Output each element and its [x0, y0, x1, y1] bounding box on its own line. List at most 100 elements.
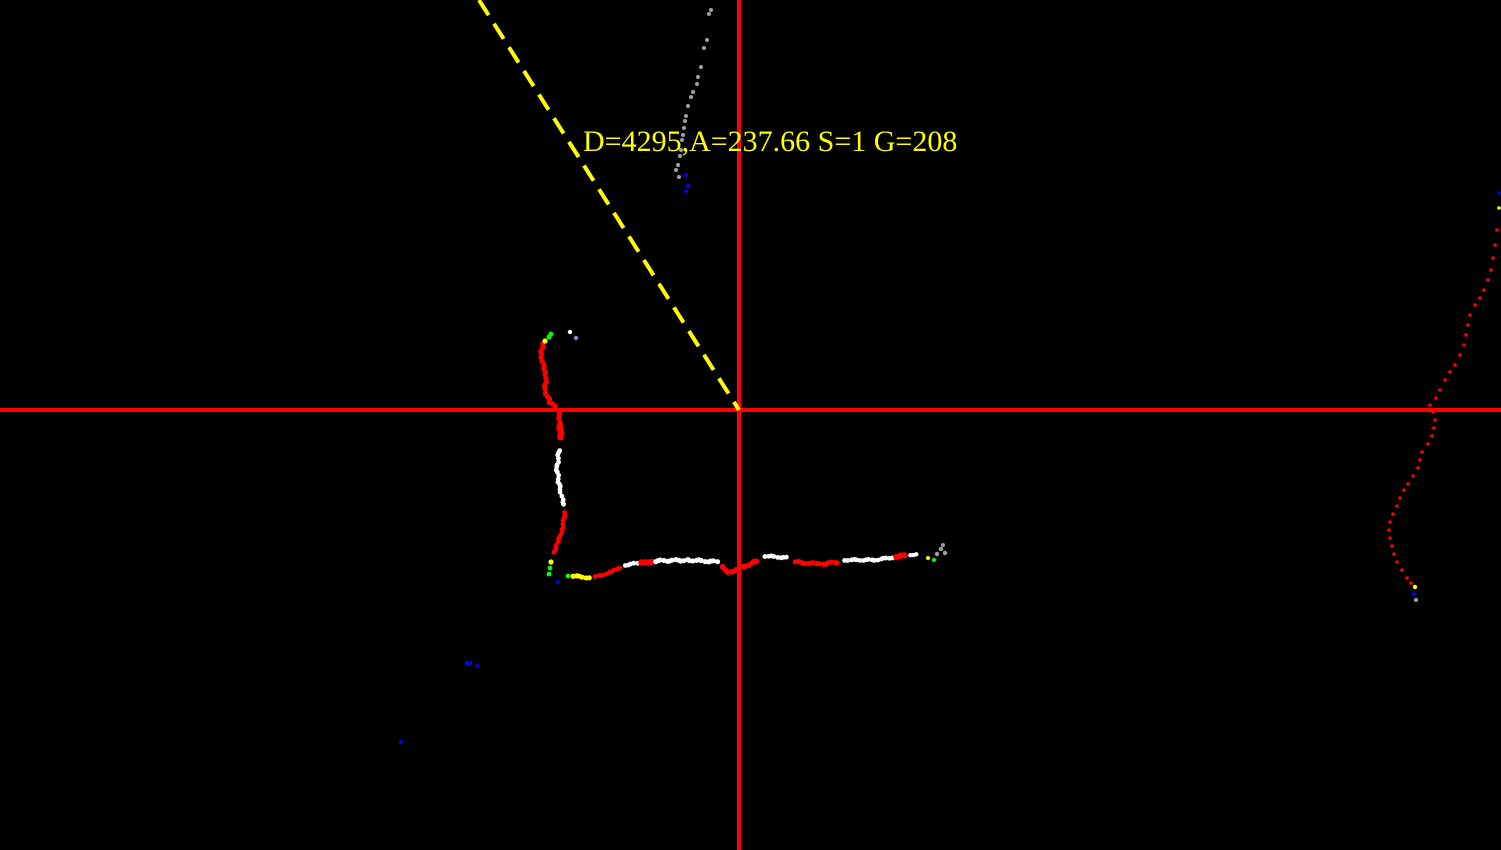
scan-point	[709, 8, 713, 12]
sensor-readout-text: D=4295,A=237.66 S=1 G=208	[583, 125, 958, 158]
scan-point	[676, 163, 680, 167]
scan-point	[1388, 536, 1392, 540]
scan-point	[1392, 552, 1396, 556]
scan-point	[705, 38, 709, 42]
scan-point	[631, 560, 637, 566]
scan-point	[686, 104, 690, 108]
scan-point	[1458, 353, 1462, 357]
scan-point	[698, 557, 704, 564]
scan-point	[557, 489, 563, 495]
scan-point	[1448, 370, 1452, 374]
scan-point	[548, 559, 554, 565]
scan-point	[556, 539, 561, 544]
scan-point	[1462, 343, 1466, 347]
scan-point	[600, 572, 606, 578]
scan-point	[691, 90, 695, 94]
scan-point	[1395, 504, 1399, 508]
scan-point	[866, 557, 871, 562]
scan-point	[690, 558, 696, 564]
scan-point	[1418, 458, 1422, 462]
scan-point	[1387, 528, 1391, 532]
scan-point	[707, 12, 711, 16]
scan-point	[556, 580, 560, 584]
scan-point	[681, 133, 685, 137]
scan-point	[932, 558, 936, 562]
scan-point	[1405, 576, 1409, 580]
scan-point	[938, 546, 944, 552]
scan-point	[1412, 584, 1418, 590]
scan-point	[699, 65, 703, 69]
scan-point	[546, 571, 552, 577]
scan-point	[1497, 206, 1501, 210]
scan-point	[1482, 288, 1486, 292]
scan-point	[1426, 442, 1430, 446]
heading-dashed-line	[477, 0, 741, 412]
scan-point	[1416, 466, 1420, 470]
scan-point	[1489, 268, 1493, 272]
scan-point	[560, 521, 566, 527]
scan-point	[696, 75, 700, 79]
scan-point	[547, 565, 553, 571]
scan-point	[762, 554, 768, 559]
scan-point	[686, 184, 690, 188]
scan-point	[857, 558, 863, 563]
scan-point	[542, 338, 548, 344]
scan-point	[542, 387, 548, 393]
point-cloud-bottom-wall	[565, 543, 948, 581]
scan-point	[556, 415, 562, 421]
scan-point	[1398, 496, 1402, 500]
scan-point	[557, 433, 564, 441]
scan-point	[567, 329, 573, 335]
scan-point	[771, 554, 777, 559]
scan-point	[565, 573, 571, 579]
scan-point	[556, 472, 562, 478]
scan-point	[1433, 418, 1437, 422]
scan-point	[689, 95, 693, 99]
scan-point	[714, 559, 721, 565]
scan-point	[1468, 313, 1472, 317]
scan-point	[845, 558, 851, 563]
scan-point	[1406, 482, 1410, 486]
scan-point	[573, 335, 579, 341]
scan-point	[681, 558, 687, 564]
scan-point	[784, 554, 789, 560]
scan-point	[1400, 568, 1404, 572]
scan-point	[934, 551, 940, 557]
scan-point	[475, 664, 479, 668]
scan-point	[559, 527, 565, 533]
scan-point	[883, 555, 889, 561]
point-cloud-right-wall	[1387, 191, 1501, 602]
scan-point	[914, 552, 919, 557]
scan-point	[1497, 191, 1501, 195]
scan-point	[1390, 544, 1394, 548]
scan-point	[1478, 296, 1482, 300]
scan-point	[710, 558, 716, 564]
scan-point	[901, 552, 908, 559]
scan-point	[695, 82, 699, 86]
scan-point	[1432, 426, 1436, 430]
scan-point	[1388, 520, 1392, 524]
scan-point	[1493, 243, 1497, 247]
scan-point	[586, 575, 592, 581]
scan-point	[816, 561, 822, 567]
scan-point	[1491, 256, 1495, 260]
scan-point	[1411, 474, 1415, 478]
scan-point	[617, 565, 623, 571]
point-cloud-top-trail	[674, 8, 713, 193]
scan-point	[560, 518, 566, 523]
scan-point	[669, 557, 675, 563]
scan-point	[1495, 228, 1499, 232]
scan-point	[684, 189, 688, 193]
scan-point	[926, 556, 930, 560]
scan-point	[733, 566, 740, 573]
scan-point	[1431, 410, 1435, 414]
scan-point	[679, 148, 683, 152]
scan-point	[677, 175, 681, 179]
scan-point	[753, 558, 760, 565]
scan-point	[1414, 598, 1418, 602]
scan-point	[801, 560, 807, 566]
scan-point	[682, 126, 686, 130]
scan-point	[828, 559, 834, 565]
